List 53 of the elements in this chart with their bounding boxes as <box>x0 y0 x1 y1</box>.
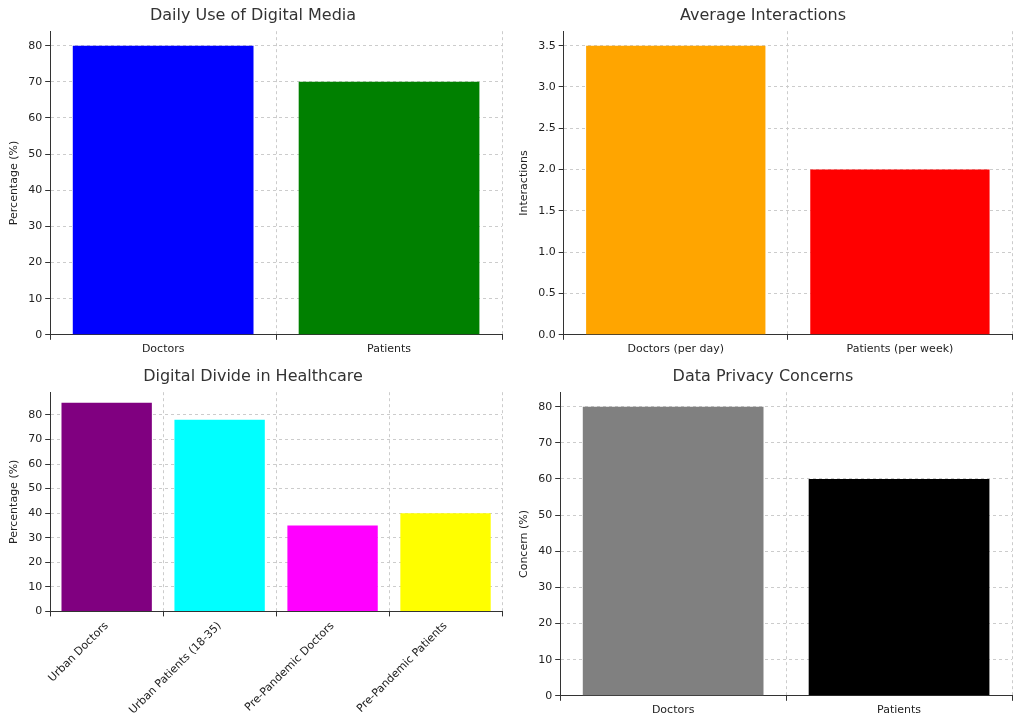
y-axis-title: Interactions <box>517 150 531 216</box>
y-tick-label: 80 <box>28 407 43 421</box>
y-tick-label: 20 <box>28 255 43 269</box>
y-tick-label: 10 <box>28 579 43 593</box>
chart-title: Digital Divide in Healthcare <box>143 365 363 385</box>
y-axis-title: Percentage (%) <box>7 140 21 226</box>
y-tick-label: 50 <box>538 507 553 521</box>
y-tick-label: 50 <box>28 146 43 160</box>
y-tick-label: 0 <box>545 688 553 702</box>
y-tick-label: 80 <box>538 399 553 413</box>
y-tick-label: 2.5 <box>538 121 556 135</box>
bar <box>174 419 265 611</box>
y-tick-label: 20 <box>28 555 43 569</box>
y-tick-label: 1.5 <box>538 203 556 217</box>
y-tick-label: 1.0 <box>538 245 556 259</box>
bar <box>400 513 491 611</box>
y-tick-label: 0.0 <box>538 327 556 341</box>
y-tick-label: 60 <box>28 456 43 470</box>
y-tick-label: 40 <box>28 506 43 520</box>
y-tick-label: 3.0 <box>538 79 556 93</box>
bar <box>61 402 152 611</box>
y-tick-label: 10 <box>538 652 553 666</box>
x-tick-label: Doctors (per day) <box>627 342 725 356</box>
y-tick-label: 40 <box>538 544 553 558</box>
y-tick-label: 10 <box>28 291 43 305</box>
y-axis-title: Concern (%) <box>517 509 531 579</box>
y-tick-label: 70 <box>538 435 553 449</box>
y-tick-label: 60 <box>538 471 553 485</box>
y-tick-label: 70 <box>28 74 43 88</box>
y-tick-label: 20 <box>538 616 553 630</box>
y-axis-title: Percentage (%) <box>7 459 21 545</box>
y-tick-label: 40 <box>28 183 43 197</box>
x-tick-label: Patients (per week) <box>846 342 954 356</box>
chart-title: Data Privacy Concerns <box>672 365 854 385</box>
y-tick-label: 50 <box>28 481 43 495</box>
y-tick-label: 60 <box>28 110 43 124</box>
x-tick-label: Patients <box>877 703 922 717</box>
x-tick-label: Doctors <box>651 703 695 717</box>
x-tick-label: Doctors <box>141 342 185 356</box>
x-tick-label: Patients <box>367 342 412 356</box>
y-tick-label: 30 <box>538 580 553 594</box>
y-tick-label: 3.5 <box>538 38 556 52</box>
y-tick-label: 0 <box>35 327 43 341</box>
y-tick-label: 80 <box>28 38 43 52</box>
y-tick-label: 70 <box>28 432 43 446</box>
chart-title: Daily Use of Digital Media <box>149 4 357 24</box>
chart-title: Average Interactions <box>680 4 846 24</box>
y-tick-label: 30 <box>28 530 43 544</box>
y-tick-label: 2.0 <box>538 162 556 176</box>
y-tick-label: 30 <box>28 219 43 233</box>
bar <box>287 525 378 611</box>
y-tick-label: 0.5 <box>538 286 556 300</box>
y-tick-label: 0 <box>35 604 43 618</box>
